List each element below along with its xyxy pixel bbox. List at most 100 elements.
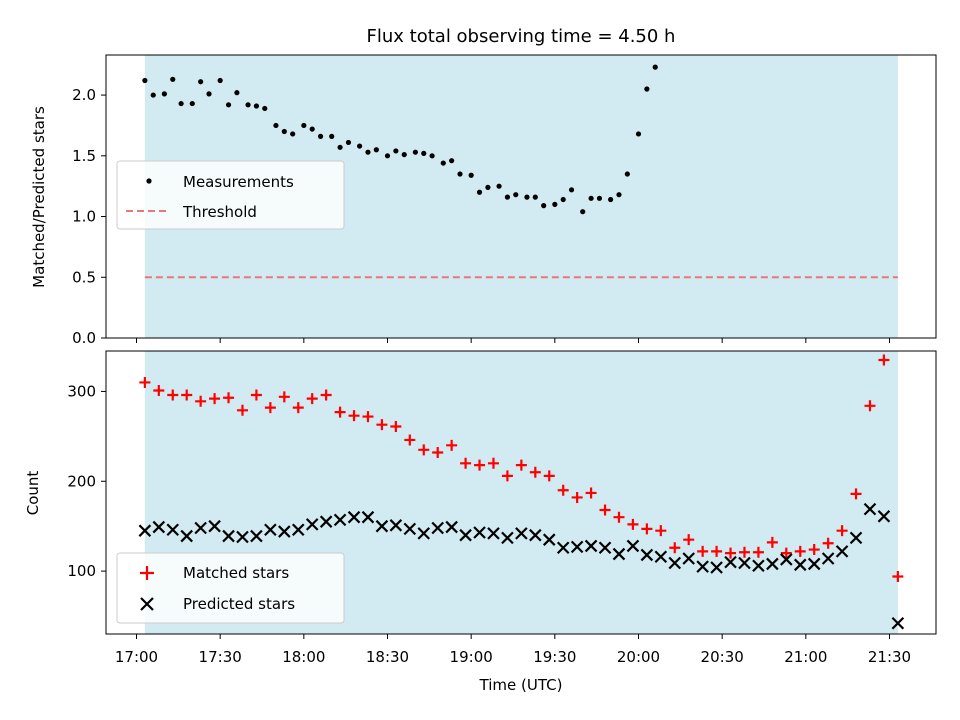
matched-star-point [655, 525, 667, 537]
matched-star-point [794, 545, 806, 557]
measurement-point [337, 144, 343, 150]
matched-star-point [487, 457, 499, 469]
legend-top: Measurements Threshold [116, 160, 345, 230]
matched-star-point [404, 434, 416, 446]
measurement-point [440, 160, 446, 166]
predicted-star-point [333, 513, 347, 527]
legend-measurements-marker [146, 178, 152, 184]
measurement-point [365, 149, 371, 155]
matched-star-point [195, 395, 207, 407]
x-tick-label: 21:00 [784, 648, 827, 666]
y-tick-label: 0.5 [72, 268, 96, 286]
measurement-point [245, 102, 251, 108]
measurement-point [513, 192, 519, 198]
matched-star-point [669, 542, 681, 554]
measurement-point [170, 76, 176, 82]
legend-matched-label: Matched stars [183, 564, 289, 582]
predicted-star-point [222, 529, 235, 543]
predicted-star-point [264, 523, 277, 537]
measurement-point [616, 192, 622, 198]
x-tick-label: 21:30 [868, 648, 911, 666]
predicted-star-point [529, 528, 542, 542]
measurement-point [253, 103, 260, 109]
matched-star-point [501, 470, 513, 482]
measurement-point [301, 122, 307, 129]
matched-star-point [418, 444, 430, 456]
predicted-star-point [403, 522, 417, 536]
matched-star-point [306, 393, 318, 405]
predicted-star-point [445, 520, 458, 534]
measurement-point [552, 201, 558, 207]
measurement-point [189, 100, 195, 107]
predicted-star-point [556, 541, 570, 555]
predicted-star-point [417, 527, 431, 540]
matched-star-point [515, 459, 527, 471]
matched-star-point [641, 523, 653, 535]
panel-counts: 100 200 300 17:00 17:30 18:00 18:30 19:00 19:30… [24, 350, 937, 666]
measurement-point [596, 195, 603, 201]
matched-star-point [139, 376, 151, 388]
predicted-star-point [598, 541, 612, 555]
x-tick-label: 17:30 [199, 648, 242, 666]
matched-star-point [627, 518, 639, 530]
x-axis-label: Time (UTC) [479, 676, 563, 694]
measurement-point [624, 171, 630, 177]
matched-star-point [836, 525, 848, 537]
measurement-point [608, 196, 614, 203]
measurement-point [262, 105, 268, 112]
measurement-point [345, 139, 352, 146]
predicted-star-point [891, 616, 905, 630]
matched-star-point [864, 400, 876, 412]
predicted-star-point [821, 552, 835, 565]
predicted-star-point [668, 556, 682, 570]
matched-star-point [446, 439, 458, 451]
matched-star-point [460, 457, 472, 469]
matched-star-point [292, 402, 304, 414]
matched-star-point [529, 466, 541, 478]
measurement-point [468, 172, 474, 178]
predicted-star-point [138, 524, 152, 537]
predicted-star-point [375, 519, 389, 533]
predicted-star-point [612, 547, 626, 561]
matched-star-point [571, 491, 583, 503]
predicted-star-point [793, 558, 807, 572]
measurement-point [568, 187, 575, 193]
predicted-star-point [738, 556, 751, 570]
predicted-star-point [152, 520, 166, 534]
measurement-point [142, 77, 148, 84]
x-tick-label: 20:00 [617, 648, 660, 666]
x-tick-label: 17:00 [115, 648, 158, 666]
predicted-star-point [640, 548, 654, 562]
matched-star-point [613, 511, 625, 523]
matched-star-point [223, 392, 235, 404]
matched-star-point [334, 406, 346, 418]
matched-star-point [752, 546, 764, 558]
measurement-point [412, 149, 418, 155]
measurement-point [217, 77, 223, 84]
predicted-star-point [542, 533, 556, 546]
matched-star-point [892, 571, 904, 583]
predicted-star-point [361, 510, 375, 524]
y-tick-label: 200 [67, 472, 96, 490]
matched-star-point [236, 404, 248, 416]
matched-star-point [711, 545, 723, 557]
measurement-point [496, 183, 502, 189]
measurement-point [524, 194, 530, 200]
measurement-point [234, 90, 240, 96]
matched-star-point [683, 534, 695, 546]
axes-frame-top [105, 54, 937, 339]
measurement-point [401, 151, 407, 158]
legend-box-bottom [116, 552, 345, 624]
matched-star-point [822, 537, 834, 549]
predicted-star-point [863, 502, 877, 516]
measurement-point [290, 131, 296, 137]
predicted-star-point [250, 529, 263, 543]
measurement-point [635, 131, 642, 137]
matched-star-point [738, 546, 750, 558]
matched-star-point [167, 389, 179, 401]
matched-star-point [153, 385, 165, 397]
y-tick-label: 300 [67, 382, 96, 400]
legend-threshold-label: Threshold [182, 203, 257, 221]
matched-star-point [320, 389, 332, 401]
